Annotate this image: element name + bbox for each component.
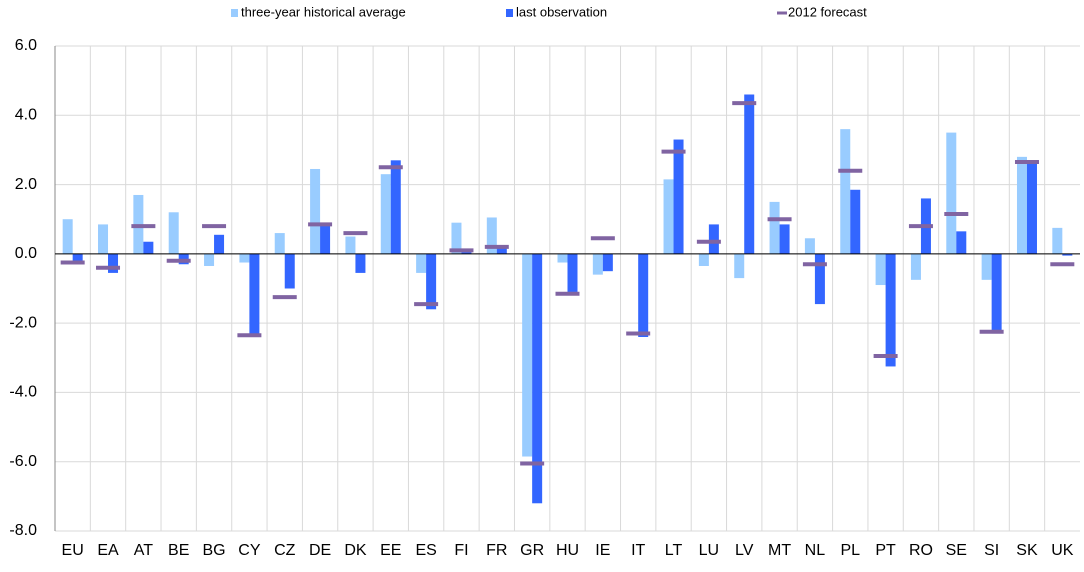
x-tick-label: FR [486,542,507,559]
x-tick-label: LU [699,542,719,559]
bar [875,253,886,286]
x-tick-label: LV [735,542,754,559]
bar [168,212,179,254]
x-tick-label: HU [556,542,579,559]
bar [284,253,295,289]
y-tick-label: 2.0 [15,176,37,193]
bar [602,253,613,272]
legend-swatch [231,9,238,17]
bar [956,231,967,254]
bar [814,253,825,305]
bar [779,224,790,254]
legend-label: last observation [516,4,607,19]
bar [98,224,109,254]
x-tick-label: UK [1051,542,1074,559]
x-tick-label: GR [520,542,544,559]
y-tick-label: -4.0 [9,384,37,401]
y-tick-label: 4.0 [15,107,37,124]
bar [1026,163,1037,254]
bar [249,253,260,336]
x-tick-label: BE [168,542,189,559]
bar [592,253,603,275]
x-tick-label: ES [415,542,436,559]
x-tick-label: RO [909,542,933,559]
bar [850,189,861,254]
x-tick-label: LT [665,542,683,559]
x-tick-label: SE [946,542,967,559]
bar [108,253,119,273]
bar [991,253,1002,334]
bar [673,139,684,254]
bar [274,233,285,254]
x-tick-label: EA [97,542,119,559]
bar [885,253,896,367]
x-tick-label: IE [595,542,610,559]
bar [345,236,356,254]
x-tick-label: NL [805,542,826,559]
bar [1052,227,1063,254]
legend-swatch [506,9,513,17]
bar [320,224,331,254]
bar [62,219,73,254]
x-tick-label: PT [875,542,896,559]
bar [1016,156,1027,254]
bar [390,160,401,254]
x-tick-label: MT [768,542,791,559]
bar [804,238,815,254]
bar [946,132,957,254]
x-tick-label: DE [309,542,331,559]
bar [72,253,83,265]
x-tick-label: AT [134,542,153,559]
bar [981,253,992,280]
bar [486,217,497,254]
bar [355,253,366,273]
bar [663,179,674,254]
x-tick-label: IT [631,542,645,559]
bar [426,253,437,310]
y-tick-label: 6.0 [15,37,37,54]
y-tick-label: -8.0 [9,522,37,539]
x-tick-label: PL [840,542,860,559]
bar [380,174,391,254]
x-tick-label: EE [380,542,401,559]
y-tick-label: -2.0 [9,314,37,331]
bar [734,253,745,279]
bar [416,253,427,273]
y-tick-label: 0.0 [15,245,37,262]
x-tick-label: DK [344,542,367,559]
bar [557,253,568,263]
bar [698,253,709,266]
bar [496,246,507,254]
bar [840,129,851,254]
bar [451,222,462,254]
legend-label: three-year historical average [241,4,406,19]
x-tick-label: CY [238,542,261,559]
bar [1062,253,1073,256]
bar [143,241,154,254]
bar [214,234,225,254]
y-tick-label: -6.0 [9,453,37,470]
bar [532,253,543,504]
x-tick-label: CZ [274,542,296,559]
x-tick-label: BG [202,542,225,559]
bar [708,224,719,254]
x-tick-label: SK [1016,542,1038,559]
bar [567,253,578,292]
bar [204,253,215,266]
bar [769,201,780,254]
bar [461,252,472,254]
bar [638,253,649,337]
legend-label: 2012 forecast [788,4,867,19]
bar [239,253,250,263]
bar [310,168,321,254]
bar [910,253,921,280]
x-tick-label: EU [62,542,84,559]
bar [522,253,533,457]
bar [744,94,755,254]
x-tick-label: SI [984,542,999,559]
x-tick-label: FI [454,542,468,559]
